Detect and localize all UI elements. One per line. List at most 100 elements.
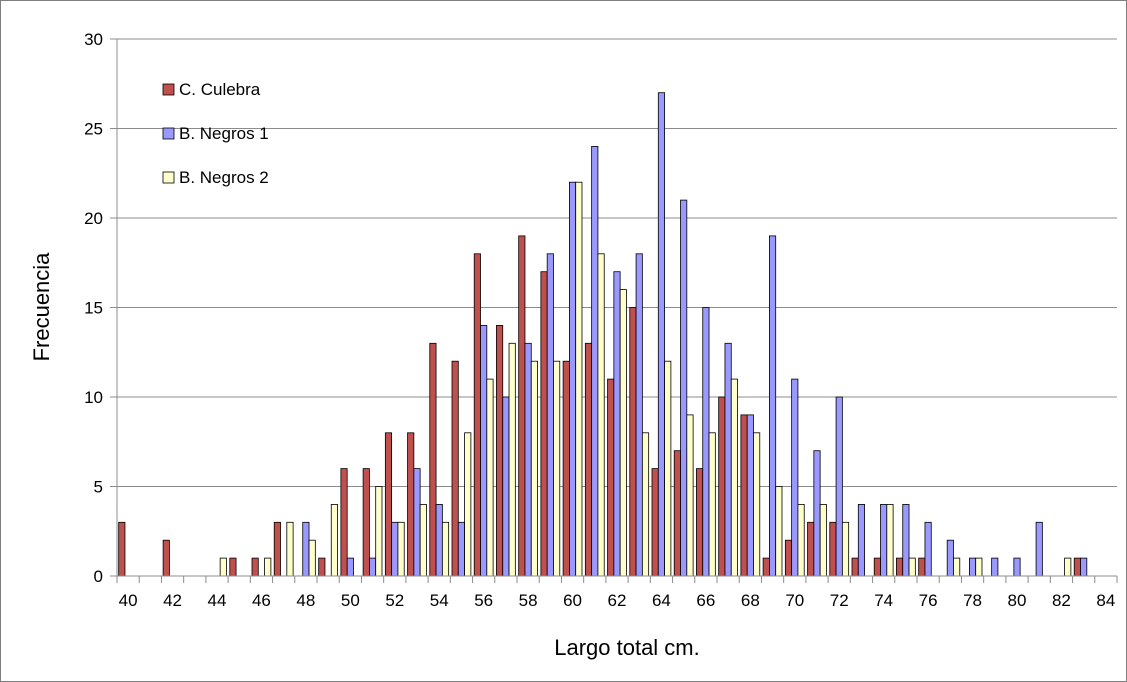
bar-b-negros-1-60: [569, 181, 577, 577]
bar-b-negros-2-49: [330, 503, 338, 577]
x-tick-label-40: 40: [119, 591, 138, 610]
y-tick-label-10: 10: [84, 388, 103, 407]
bar-b-negros-1-55: [457, 521, 465, 577]
bar-b-negros-1-58: [524, 342, 532, 577]
bar-c-culebra-58: [518, 235, 526, 577]
y-tick-label-30: 30: [84, 30, 103, 49]
bar-b-negros-1-77: [946, 539, 954, 577]
bar-c-culebra-62: [607, 378, 615, 577]
bar-b-negros-2-44: [219, 557, 227, 577]
legend-label-b-negros-2: B. Negros 2: [179, 168, 269, 187]
bar-c-culebra-70: [784, 539, 793, 577]
y-tick-label-0: 0: [94, 567, 103, 586]
bar-b-negros-2-58: [530, 360, 538, 577]
bar-b-negros-2-63: [641, 432, 650, 577]
bar-b-negros-1-64: [657, 92, 665, 577]
legend-swatch-b-negros-2: [162, 171, 175, 184]
x-tick-label-74: 74: [874, 591, 893, 610]
bar-b-negros-1-80: [1013, 557, 1021, 577]
bar-b-negros-2-59: [553, 360, 561, 577]
bar-b-negros-2-48: [308, 539, 316, 577]
bar-b-negros-2-66: [708, 432, 716, 577]
bar-c-culebra-46: [251, 557, 259, 577]
x-tick-label-62: 62: [608, 591, 627, 610]
bar-c-culebra-75: [896, 557, 904, 577]
bar-b-negros-1-69: [769, 235, 777, 577]
x-tick-label-80: 80: [1008, 591, 1027, 610]
bar-b-negros-2-71: [819, 503, 827, 577]
bar-c-culebra-51: [362, 468, 370, 577]
bar-b-negros-2-72: [841, 521, 850, 577]
bar-b-negros-1-50: [346, 557, 354, 577]
bar-c-culebra-60: [562, 360, 570, 577]
x-tick-label-50: 50: [341, 591, 360, 610]
bar-b-negros-2-65: [686, 414, 694, 577]
bar-c-culebra-64: [651, 468, 659, 577]
bar-b-negros-1-63: [635, 253, 643, 577]
bar-b-negros-1-68: [746, 414, 754, 577]
bar-b-negros-2-69: [775, 486, 783, 577]
bar-c-culebra-47: [273, 521, 281, 577]
bar-b-negros-2-60: [575, 181, 583, 577]
bar-c-culebra-53: [407, 432, 415, 577]
bar-c-culebra-73: [851, 557, 859, 577]
bar-b-negros-1-75: [902, 503, 910, 577]
x-tick-label-78: 78: [963, 591, 982, 610]
bar-c-culebra-67: [718, 396, 726, 577]
bar-c-culebra-68: [740, 414, 748, 577]
bar-b-negros-2-55: [464, 432, 472, 577]
legend-swatch-b-negros-1: [162, 127, 175, 140]
legend-label-c-culebra: C. Culebra: [179, 80, 261, 99]
bar-b-negros-1-51: [369, 557, 377, 577]
bar-b-negros-1-73: [857, 503, 865, 577]
legend-label-b-negros-1: B. Negros 1: [179, 124, 269, 143]
bar-c-culebra-83: [1073, 557, 1081, 577]
bar-b-negros-2-82: [1064, 557, 1072, 577]
x-tick-label-68: 68: [741, 591, 760, 610]
x-tick-label-44: 44: [208, 591, 227, 610]
bar-c-culebra-76: [918, 557, 926, 577]
bar-c-culebra-40: [118, 521, 126, 577]
x-tick-label-56: 56: [474, 591, 493, 610]
bar-c-culebra-42: [162, 539, 170, 577]
legend-swatch-c-culebra: [162, 83, 175, 96]
bar-b-negros-2-75: [908, 557, 916, 577]
x-tick-label-66: 66: [696, 591, 715, 610]
x-tick-label-42: 42: [163, 591, 182, 610]
bar-b-negros-1-72: [835, 396, 843, 577]
y-tick-label-15: 15: [84, 299, 103, 318]
bar-c-culebra-54: [429, 342, 437, 577]
bar-b-negros-2-78: [975, 557, 983, 577]
bar-c-culebra-72: [829, 521, 837, 577]
bar-c-culebra-55: [451, 360, 459, 577]
x-tick-label-76: 76: [919, 591, 938, 610]
bar-b-negros-2-62: [619, 289, 627, 577]
y-tick-label-5: 5: [94, 478, 103, 497]
bar-b-negros-2-64: [664, 360, 672, 577]
bar-b-negros-2-61: [597, 253, 605, 577]
bar-c-culebra-49: [318, 557, 326, 577]
bar-b-negros-2-52: [397, 521, 405, 577]
bar-c-culebra-45: [229, 557, 237, 577]
y-tick-label-20: 20: [84, 209, 103, 228]
bar-c-culebra-61: [584, 342, 593, 577]
bar-c-culebra-59: [540, 271, 548, 577]
bar-b-negros-1-66: [702, 307, 710, 577]
x-tick-label-58: 58: [519, 591, 538, 610]
x-tick-label-82: 82: [1052, 591, 1071, 610]
bar-c-culebra-56: [473, 253, 481, 577]
bar-c-culebra-71: [807, 521, 815, 577]
x-tick-label-70: 70: [785, 591, 804, 610]
bar-b-negros-1-65: [680, 199, 688, 577]
bar-b-negros-1-52: [391, 521, 399, 577]
bar-b-negros-1-56: [480, 324, 488, 577]
bar-c-culebra-63: [629, 307, 637, 577]
bar-b-negros-2-54: [441, 521, 450, 577]
bar-c-culebra-69: [762, 557, 770, 577]
bar-b-negros-1-81: [1035, 521, 1043, 577]
bar-b-negros-1-57: [502, 396, 510, 577]
x-axis-title: Largo total cm.: [554, 635, 700, 660]
legend: C. Culebra B. Negros 1 B. Negros 2: [162, 80, 269, 187]
bar-c-culebra-50: [340, 468, 348, 577]
